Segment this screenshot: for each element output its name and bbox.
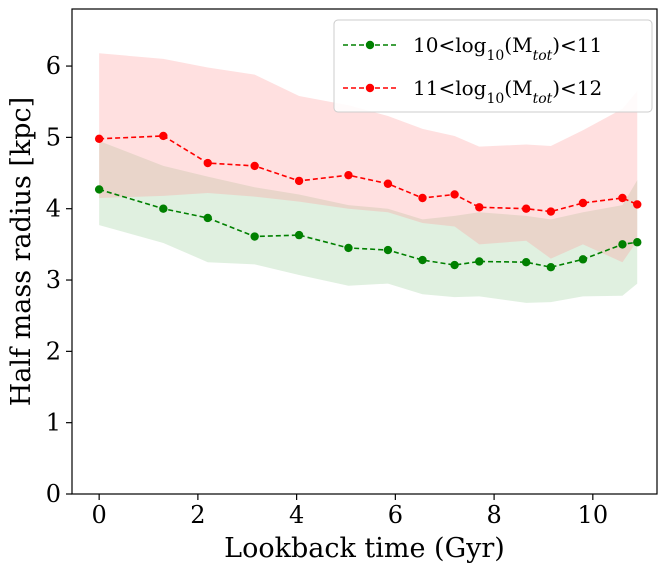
legend: 10<log10(Mtot)<11 11<log10(Mtot)<12 <box>333 19 653 113</box>
point-series-2 <box>450 190 459 199</box>
legend-label: 11<log10(Mtot)<12 <box>413 76 602 107</box>
legend-marker <box>365 83 375 93</box>
y-tick-label: 6 <box>46 52 61 80</box>
y-tick-label: 2 <box>46 337 61 365</box>
point-series-2 <box>475 203 484 212</box>
y-axis-ticks: 0 1 2 3 4 5 6 <box>46 52 72 508</box>
point-series-1 <box>618 240 627 249</box>
point-series-2 <box>633 200 642 209</box>
point-series-2 <box>618 193 627 203</box>
point-series-1 <box>418 255 427 265</box>
band-series-1 <box>99 140 638 303</box>
point-series-1 <box>383 245 393 255</box>
point-series-2 <box>294 176 304 186</box>
x-tick-label: 6 <box>388 501 403 529</box>
point-series-1 <box>159 204 168 213</box>
plot-frame <box>71 8 658 495</box>
y-tick-label: 0 <box>46 480 61 508</box>
point-series-2 <box>94 134 104 144</box>
point-series-2 <box>344 170 353 180</box>
y-tick-label: 3 <box>46 266 61 294</box>
legend-marker <box>365 40 375 50</box>
point-series-2 <box>250 161 259 171</box>
point-series-2 <box>159 131 168 141</box>
x-axis-ticks: 0 2 4 6 8 10 <box>92 494 609 529</box>
point-series-1 <box>450 260 459 270</box>
y-tick-label: 4 <box>46 195 61 223</box>
point-series-1 <box>294 230 304 240</box>
y-tick-label: 1 <box>46 409 61 437</box>
line-series-1 <box>98 188 638 269</box>
x-tick-label: 10 <box>578 501 609 529</box>
point-series-1 <box>521 257 531 267</box>
series-points <box>94 131 642 272</box>
point-series-1 <box>546 262 556 272</box>
point-series-1 <box>578 255 588 264</box>
point-series-2 <box>521 204 531 213</box>
band-series-2 <box>99 53 638 263</box>
y-axis-label: Half mass radius [kpc] <box>6 97 37 406</box>
point-series-2 <box>578 198 588 208</box>
point-series-2 <box>203 158 212 168</box>
shaded-bands <box>99 53 638 303</box>
point-series-2 <box>383 179 393 188</box>
point-series-1 <box>250 232 259 241</box>
point-series-1 <box>633 238 642 247</box>
legend-box <box>333 19 653 113</box>
y-tick-label: 5 <box>46 123 61 151</box>
x-axis-label: Lookback time (Gyr) <box>224 533 505 564</box>
x-tick-label: 8 <box>486 501 501 529</box>
point-series-2 <box>418 193 427 203</box>
point-series-1 <box>344 243 353 253</box>
x-tick-label: 2 <box>190 501 205 529</box>
point-series-1 <box>203 213 212 223</box>
x-tick-label: 0 <box>92 501 107 529</box>
x-tick-label: 4 <box>289 501 304 529</box>
legend-label: 10<log10(Mtot)<11 <box>413 33 602 64</box>
point-series-2 <box>546 207 556 216</box>
point-series-1 <box>94 185 104 194</box>
point-series-1 <box>475 257 484 266</box>
